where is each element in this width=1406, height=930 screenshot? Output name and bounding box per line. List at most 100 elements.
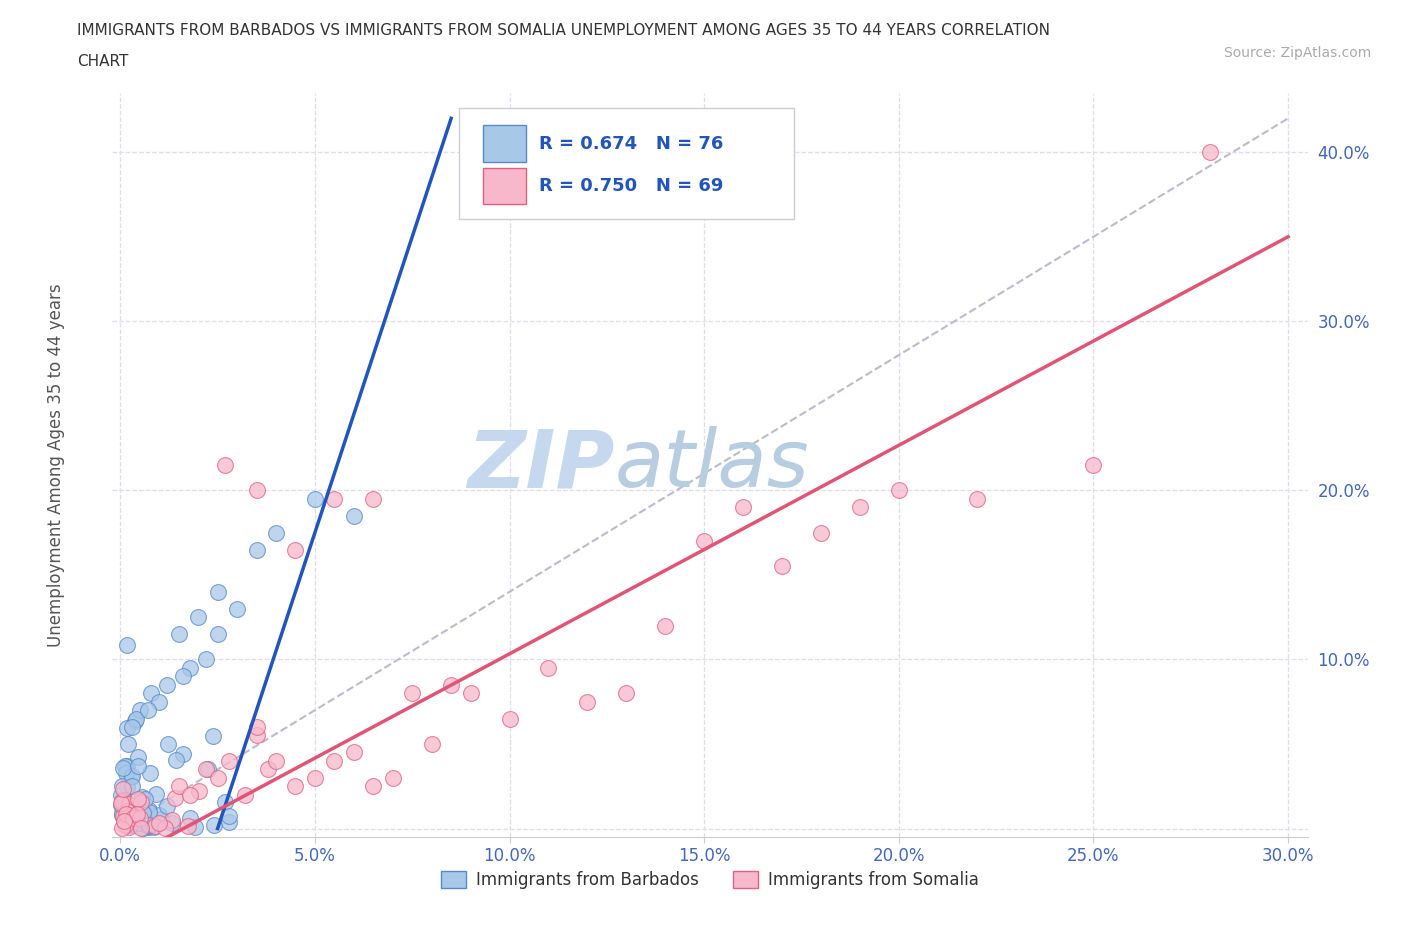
Point [136, 703, 159, 718]
Text: R = 0.674   N = 76: R = 0.674 N = 76 [538, 135, 724, 153]
Point [150, 812, 173, 827]
Point [363, 778, 385, 793]
Point [117, 737, 139, 751]
Point [188, 784, 211, 799]
Point [207, 584, 229, 599]
Point [207, 770, 229, 785]
Point [226, 602, 249, 617]
Point [127, 806, 149, 821]
Point [143, 819, 166, 834]
Point [114, 801, 136, 816]
Point [114, 802, 136, 817]
Point [257, 762, 280, 777]
Point [118, 817, 141, 831]
Point [143, 819, 166, 834]
Point [118, 796, 141, 811]
Point [110, 798, 132, 813]
Point [218, 809, 240, 824]
Point [111, 808, 134, 823]
Point [264, 753, 287, 768]
Point [128, 810, 150, 825]
Point [498, 711, 520, 726]
Point [127, 759, 149, 774]
Point [1199, 145, 1222, 160]
Point [112, 792, 135, 807]
Point [115, 721, 138, 736]
Point [218, 815, 240, 830]
Point [112, 781, 135, 796]
Point [115, 804, 138, 818]
Point [167, 627, 190, 642]
Point [420, 737, 443, 751]
Point [134, 791, 156, 806]
Point [966, 491, 988, 506]
Point [131, 820, 153, 835]
Point [141, 685, 163, 700]
Point [197, 762, 219, 777]
Point [120, 769, 142, 784]
Point [202, 817, 225, 832]
Point [156, 677, 179, 692]
Point [132, 821, 155, 836]
Point [156, 799, 179, 814]
Point [187, 610, 209, 625]
Point [131, 790, 153, 804]
Point [127, 791, 149, 806]
Point [122, 811, 145, 826]
Point [172, 747, 194, 762]
Point [179, 810, 201, 825]
Point [284, 542, 307, 557]
Point [733, 499, 755, 514]
Point [201, 729, 224, 744]
Point [148, 816, 170, 830]
Point [125, 711, 148, 726]
Point [120, 807, 142, 822]
Point [153, 820, 176, 835]
Point [537, 660, 560, 675]
FancyBboxPatch shape [458, 108, 794, 219]
Point [654, 618, 676, 633]
Point [138, 817, 160, 832]
Point [184, 820, 207, 835]
Point [138, 766, 160, 781]
Point [163, 790, 186, 805]
Point [110, 788, 132, 803]
Point [343, 509, 366, 524]
Point [128, 816, 150, 830]
Point [770, 559, 793, 574]
Point [218, 753, 240, 768]
Point [233, 788, 256, 803]
Point [165, 752, 187, 767]
Point [177, 819, 200, 834]
Point [179, 660, 201, 675]
Point [114, 759, 136, 774]
Point [304, 491, 326, 506]
Point [245, 483, 267, 498]
Legend: Immigrants from Barbados, Immigrants from Somalia: Immigrants from Barbados, Immigrants fro… [434, 864, 986, 896]
Point [887, 483, 910, 498]
Point [112, 808, 135, 823]
Point [111, 778, 134, 793]
Point [194, 762, 217, 777]
Point [129, 795, 152, 810]
Point [323, 491, 346, 506]
Point [111, 793, 134, 808]
Point [576, 695, 599, 710]
Text: Source: ZipAtlas.com: Source: ZipAtlas.com [1223, 46, 1371, 60]
Text: R = 0.750   N = 69: R = 0.750 N = 69 [538, 177, 724, 195]
Text: CHART: CHART [77, 54, 129, 69]
FancyBboxPatch shape [484, 167, 526, 205]
Point [576, 119, 599, 134]
Point [138, 803, 160, 817]
FancyBboxPatch shape [484, 126, 526, 162]
Text: atlas: atlas [614, 426, 810, 504]
Point [138, 819, 160, 834]
Point [117, 808, 139, 823]
Point [167, 778, 190, 793]
Point [304, 770, 326, 785]
Text: ZIP: ZIP [467, 426, 614, 504]
Point [148, 807, 170, 822]
Point [132, 805, 155, 820]
Point [460, 685, 482, 700]
Point [115, 780, 138, 795]
